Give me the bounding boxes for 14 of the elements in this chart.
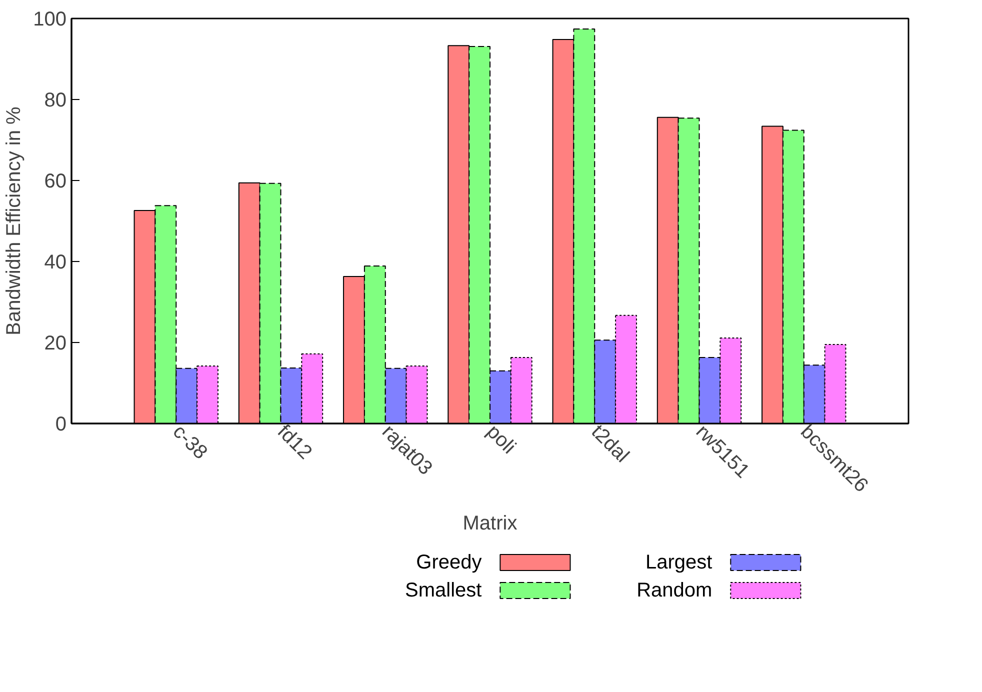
x-tick-label: poli xyxy=(482,420,520,458)
legend-label: Smallest xyxy=(405,580,482,602)
y-tick-label: 60 xyxy=(44,170,67,192)
legend-label: Largest xyxy=(645,552,713,574)
y-tick-label: 100 xyxy=(33,8,67,30)
legend-label: Greedy xyxy=(416,552,482,574)
y-tick-label: 0 xyxy=(55,414,66,436)
y-tick-label: 40 xyxy=(44,252,67,274)
x-tick-label: c-38 xyxy=(168,420,212,464)
y-axis-title: Bandwidth Efficiency in % xyxy=(3,106,26,336)
y-tick-label: 80 xyxy=(44,90,67,112)
legend-label: Random xyxy=(636,580,712,602)
x-axis-title: Matrix xyxy=(462,512,518,535)
y-tick-label: 20 xyxy=(44,332,67,354)
